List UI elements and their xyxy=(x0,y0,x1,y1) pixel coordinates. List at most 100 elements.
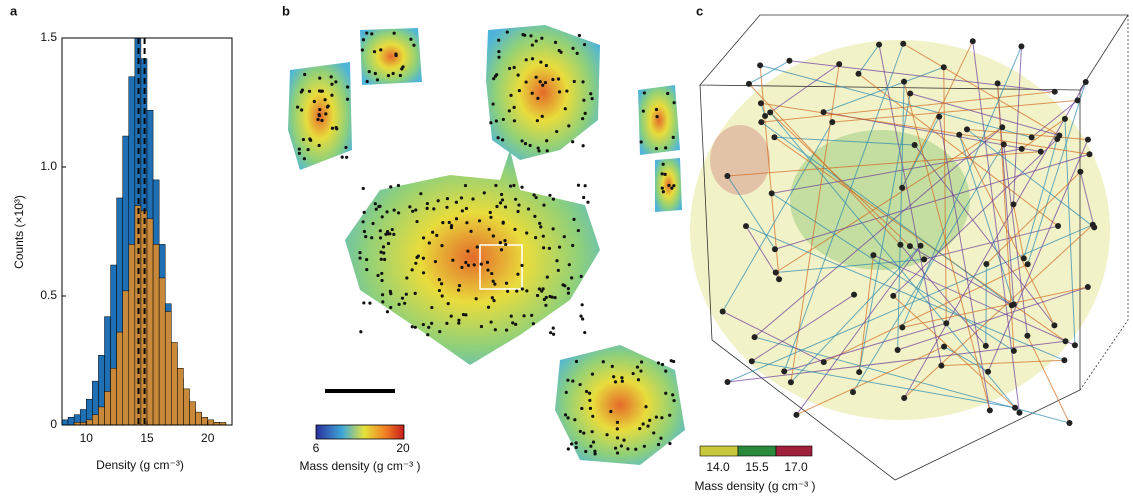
atom xyxy=(652,431,655,434)
atom xyxy=(557,77,560,80)
atom xyxy=(397,211,400,214)
atom xyxy=(793,412,799,418)
atom xyxy=(626,447,629,450)
atom xyxy=(582,432,585,435)
atom xyxy=(672,360,675,363)
atom xyxy=(464,184,467,187)
colorbar-segment xyxy=(700,446,738,456)
atom xyxy=(300,108,303,111)
atom xyxy=(544,81,547,84)
atom xyxy=(440,282,443,285)
atom xyxy=(571,379,574,382)
atom xyxy=(542,204,545,207)
atom xyxy=(855,71,861,77)
bar xyxy=(208,420,214,425)
atom xyxy=(662,190,665,193)
atom xyxy=(403,302,406,305)
atom xyxy=(1054,136,1060,142)
atom xyxy=(668,414,671,417)
grain xyxy=(638,85,680,155)
atom xyxy=(772,246,778,252)
atom xyxy=(1011,348,1017,354)
atom xyxy=(411,210,414,213)
colorbar-tick: 14.0 xyxy=(706,460,730,474)
atom xyxy=(435,234,438,237)
atom xyxy=(480,262,483,265)
atom xyxy=(664,146,667,149)
figure: a b c Density (g cm⁻³) Counts (×10³) 6 2… xyxy=(0,0,1133,496)
atom xyxy=(1055,223,1061,229)
atom xyxy=(1066,420,1072,426)
atom xyxy=(371,222,374,225)
atom xyxy=(580,275,583,278)
atom xyxy=(640,360,643,363)
atom xyxy=(509,94,512,97)
atom xyxy=(559,51,562,54)
atom xyxy=(943,320,949,326)
atom xyxy=(385,210,388,213)
atom xyxy=(392,72,395,75)
atom xyxy=(1062,116,1068,122)
atom xyxy=(588,392,591,395)
atom xyxy=(508,109,511,112)
atom xyxy=(346,85,349,88)
atom xyxy=(386,230,389,233)
atom xyxy=(389,185,392,188)
atom xyxy=(670,186,673,189)
atom xyxy=(890,293,896,299)
atom xyxy=(552,197,555,200)
atom xyxy=(503,239,506,242)
atom xyxy=(517,203,520,206)
atom xyxy=(648,419,651,422)
atom xyxy=(620,444,623,447)
bar xyxy=(177,368,183,425)
atom xyxy=(616,427,619,430)
atom xyxy=(566,416,569,419)
atom xyxy=(672,136,675,139)
atom xyxy=(539,60,542,63)
bar xyxy=(117,332,123,425)
atom xyxy=(551,295,554,298)
atom xyxy=(545,139,548,142)
atom xyxy=(725,379,731,385)
atom xyxy=(575,360,578,363)
atom xyxy=(533,193,536,196)
atom xyxy=(821,359,827,365)
bar xyxy=(190,402,196,425)
atom xyxy=(327,105,330,108)
atom xyxy=(415,256,418,259)
atom xyxy=(298,152,301,155)
atom xyxy=(465,207,468,210)
atom xyxy=(1075,97,1081,103)
atom xyxy=(544,304,547,307)
atom xyxy=(506,31,509,34)
x-tick-label: 10 xyxy=(80,431,94,445)
atom xyxy=(483,191,486,194)
atom xyxy=(640,140,643,143)
atom xyxy=(578,34,581,37)
atom xyxy=(642,422,645,425)
atom xyxy=(414,208,417,211)
atom xyxy=(346,98,349,101)
atom xyxy=(389,306,392,309)
atom xyxy=(836,61,842,67)
atom xyxy=(999,124,1005,130)
atom xyxy=(583,43,586,46)
atom xyxy=(525,58,528,61)
atom xyxy=(374,202,377,205)
atom xyxy=(573,80,576,83)
atom xyxy=(515,289,518,292)
atom xyxy=(301,89,304,92)
atom xyxy=(1009,302,1015,308)
atom xyxy=(529,144,532,147)
atom xyxy=(448,221,451,224)
atom xyxy=(661,363,664,366)
atom xyxy=(440,244,443,247)
atom xyxy=(584,184,587,187)
atom xyxy=(537,146,540,149)
atom xyxy=(758,100,764,106)
atom xyxy=(970,38,976,44)
colorbar-title: Mass density (g cm⁻³ ) xyxy=(694,479,815,493)
atom xyxy=(438,330,441,333)
atom xyxy=(639,369,642,372)
